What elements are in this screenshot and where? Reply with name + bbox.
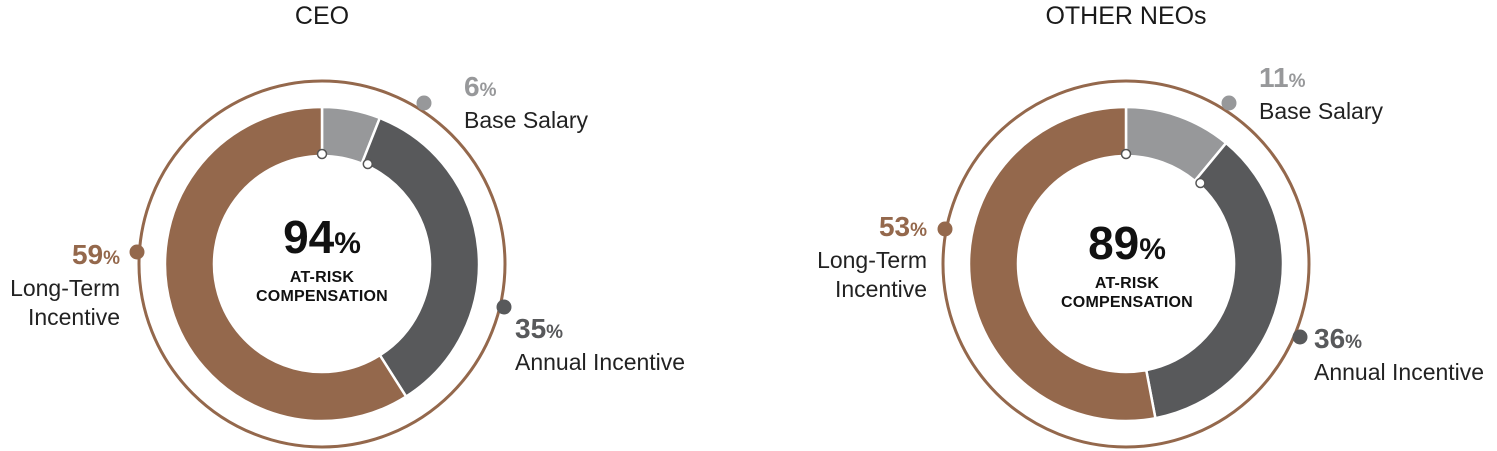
annual-incentive-label: 35% Annual Incentive [515, 314, 685, 377]
outer-ring [941, 79, 1311, 449]
slice-value: 36% [1314, 323, 1363, 354]
slice-name: Annual Incentive [1314, 359, 1485, 385]
slice-annual [1144, 141, 1285, 420]
chart-title: CEO [294, 2, 350, 30]
slice-annual [360, 116, 481, 399]
ceo-chart-panel: CEO 94% AT-RISK COMPENSATION 6% Base Sal… [0, 0, 720, 451]
slice-name: Base Salary [464, 107, 589, 133]
label-marker-base [416, 95, 432, 111]
at-risk-label-line2: COMPENSATION [256, 288, 388, 305]
slice-value: 35% [515, 313, 564, 344]
label-marker-annual [496, 299, 512, 315]
slice-value: 53% [878, 211, 927, 242]
slice-name: Long-Term [10, 275, 120, 301]
slice-name: Annual Incentive [515, 349, 686, 375]
center-summary: 89% AT-RISK COMPENSATION [1027, 219, 1227, 312]
long-term-incentive-label: 53% Long-Term Incentive [817, 212, 927, 304]
at-risk-value: 94% [283, 211, 361, 263]
label-marker-long-term [937, 221, 953, 237]
chart-title: OTHER NEOs [1045, 2, 1207, 30]
slice-value: 59% [71, 239, 120, 270]
base-salary-label: 6% Base Salary [464, 72, 588, 135]
slice-value: 6% [464, 71, 497, 102]
center-summary: 94% AT-RISK COMPENSATION [222, 213, 422, 306]
label-marker-long-term [129, 244, 145, 260]
base-salary-label: 11% Base Salary [1259, 63, 1383, 126]
boundary-marker [316, 148, 328, 160]
slice-value: 11% [1259, 62, 1306, 93]
at-risk-label-line1: AT-RISK [289, 269, 355, 286]
outer-ring [137, 79, 507, 449]
at-risk-label-line2: COMPENSATION [1061, 294, 1193, 311]
donut-chart [129, 79, 512, 449]
long-term-incentive-label: 59% Long-Term Incentive [10, 240, 120, 332]
slice-name-line2: Incentive [27, 304, 120, 330]
boundary-marker [1120, 148, 1132, 160]
donut-chart [937, 79, 1311, 449]
at-risk-label-line1: AT-RISK [1094, 275, 1160, 292]
annual-incentive-label: 36% Annual Incentive [1314, 324, 1484, 387]
at-risk-value: 89% [1088, 217, 1166, 269]
boundary-marker [362, 158, 374, 170]
slice-name-line2: Incentive [834, 276, 927, 302]
other-neos-chart-panel: OTHER NEOs 89% AT-RISK COMPENSATION 11% … [777, 0, 1497, 451]
slice-name: Base Salary [1259, 98, 1384, 124]
label-marker-annual [1292, 329, 1308, 345]
slice-long-term [967, 105, 1157, 423]
boundary-marker [1195, 177, 1206, 189]
label-marker-base [1221, 95, 1237, 111]
slice-long-term [163, 105, 408, 423]
slice-name: Long-Term [817, 247, 927, 273]
